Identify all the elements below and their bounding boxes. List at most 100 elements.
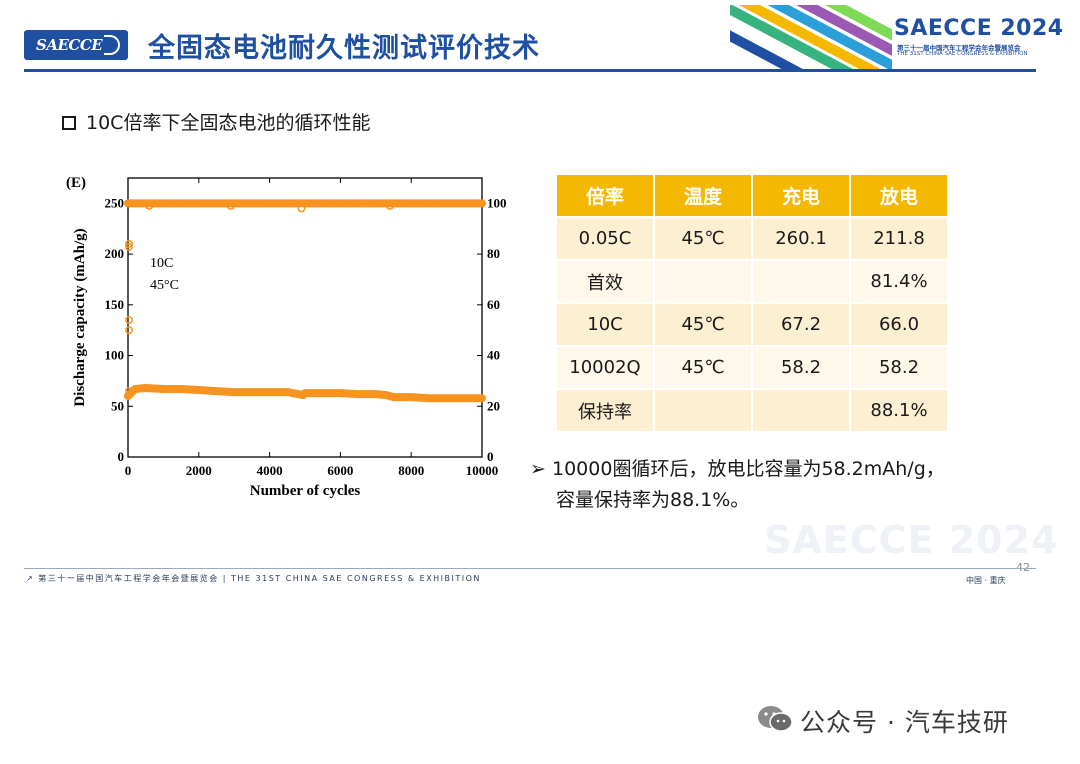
efficiency-outlier-point xyxy=(145,201,154,210)
table-row: 保持率 88.1% xyxy=(557,390,947,431)
efficiency-point xyxy=(230,199,238,207)
capacity-point xyxy=(319,389,327,397)
y-right-tick-label: 40 xyxy=(487,348,500,363)
capacity-outlier-point xyxy=(125,326,133,335)
efficiency-point xyxy=(319,199,327,207)
checkbox-bullet-icon xyxy=(62,116,76,130)
table-cell: 10C xyxy=(557,304,653,345)
y-left-tick-label: 200 xyxy=(105,246,125,261)
capacity-point xyxy=(177,385,185,393)
efficiency-point xyxy=(283,199,291,207)
efficiency-point xyxy=(213,199,220,207)
capacity-outlier-point xyxy=(125,387,133,396)
chart-axes xyxy=(127,177,483,458)
efficiency-point xyxy=(266,199,274,207)
table-row: 0.05C 45℃ 260.1 211.8 xyxy=(557,218,947,259)
efficiency-outlier-point xyxy=(226,201,235,210)
x-tick-label: 8000 xyxy=(398,463,424,478)
watermark: SAECCE 2024 xyxy=(764,518,1059,562)
table-cell: 58.2 xyxy=(753,347,849,388)
performance-table: 倍率 温度 充电 放电 0.05C 45℃ 260.1 211.8 首效 81.4% 10C 45℃ 6… xyxy=(555,173,949,433)
table-cell: 88.1% xyxy=(851,390,947,431)
footer-left-text: ↗ 第三十一届中国汽车工程学会年会暨展览会 | THE 31ST CHINA S… xyxy=(26,574,481,583)
efficiency-point xyxy=(478,199,486,207)
table-cell: 45℃ xyxy=(655,304,751,345)
efficiency-point xyxy=(336,199,344,207)
y-right-tick-label: 100 xyxy=(487,195,507,210)
table-row: 10C 45℃ 67.2 66.0 xyxy=(557,304,947,345)
chart-annotation: 45°C xyxy=(150,278,179,293)
capacity-point xyxy=(336,389,344,397)
capacity-outlier-point xyxy=(125,243,133,251)
page-number: 42 xyxy=(1016,561,1030,574)
table-cell: 首效 xyxy=(557,261,653,302)
efficiency-outlier-point xyxy=(297,204,306,213)
efficiency-point xyxy=(124,199,132,207)
table-cell: 温度 xyxy=(655,175,751,216)
table-cell: 保持率 xyxy=(557,390,653,431)
arrow-bullet-icon: ➢ xyxy=(530,458,546,480)
efficiency-point xyxy=(460,199,468,207)
table-cell xyxy=(753,261,849,302)
table-cell: 充电 xyxy=(753,175,849,216)
capacity-point xyxy=(478,394,486,402)
chart-data-marks xyxy=(124,199,486,403)
table-cell: 211.8 xyxy=(851,218,947,259)
efficiency-point xyxy=(142,199,150,207)
y-left-tick-label: 50 xyxy=(111,398,124,413)
capacity-point xyxy=(131,385,139,393)
conclusion-note: ➢ 10000圈循环后，放电比容量为58.2mAh/g， 容量保持率为88.1%。 xyxy=(530,454,945,516)
capacity-point xyxy=(159,385,167,393)
table-cell xyxy=(655,261,751,302)
table-cell: 10002Q xyxy=(557,347,653,388)
capacity-point xyxy=(213,387,220,395)
capacity-point xyxy=(354,390,362,398)
x-tick-label: 10000 xyxy=(466,463,499,478)
efficiency-point xyxy=(177,199,185,207)
efficiency-point xyxy=(159,199,167,207)
x-tick-label: 2000 xyxy=(186,463,212,478)
wechat-account-text: 公众号 · 汽车技研 xyxy=(800,708,1009,737)
footer-divider xyxy=(24,568,1036,569)
capacity-point xyxy=(230,388,238,396)
table-cell: 260.1 xyxy=(753,218,849,259)
table-header-row: 倍率 温度 充电 放电 xyxy=(557,175,947,216)
logo-swoosh-icon xyxy=(104,35,120,55)
chart-annotation: 10C xyxy=(150,256,173,271)
x-tick-label: 0 xyxy=(125,463,132,478)
table-cell xyxy=(753,390,849,431)
cycle-performance-chart: 0 2000 4000 6000 8000 10000050100150200250020… xyxy=(66,175,507,499)
y-left-axis-label: Discharge capacity (mAh/g) xyxy=(72,228,88,406)
table-cell: 81.4% xyxy=(851,261,947,302)
table-row: 首效 81.4% xyxy=(557,261,947,302)
y-right-tick-label: 80 xyxy=(487,246,500,261)
x-axis-label: Number of cycles xyxy=(250,483,361,499)
efficiency-point xyxy=(425,199,433,207)
efficiency-point xyxy=(372,199,380,207)
x-tick-label: 4000 xyxy=(257,463,283,478)
wechat-icon xyxy=(758,706,793,732)
saecce-logo: SAECCE xyxy=(24,30,128,60)
conclusion-note-line2: 容量保持率为88.1%。 xyxy=(556,489,750,511)
efficiency-point xyxy=(407,199,415,207)
capacity-point xyxy=(248,388,256,396)
y-left-tick-label: 100 xyxy=(105,348,125,363)
capacity-point xyxy=(443,394,451,402)
capacity-point xyxy=(266,388,274,396)
y-left-tick-label: 250 xyxy=(105,195,125,210)
slide-header: SAECCE 全固态电池耐久性测试评价技术 SAECCE 2024 第三十一届中… xyxy=(0,0,1080,78)
brand-subtitle-en: THE 31ST CHINA SAE CONGRESS & EXHIBITION xyxy=(897,51,1028,57)
banner-stripes-graphic xyxy=(730,5,892,69)
table-row: 10002Q 45℃ 58.2 58.2 xyxy=(557,347,947,388)
table-cell: 放电 xyxy=(851,175,947,216)
y-right-tick-label: 60 xyxy=(487,297,500,312)
capacity-point xyxy=(425,394,433,402)
capacity-point xyxy=(301,389,309,397)
brand-title: SAECCE 2024 xyxy=(894,16,1064,41)
capacity-point xyxy=(142,384,150,392)
capacity-point xyxy=(283,388,291,396)
capacity-point xyxy=(390,393,397,401)
slide-title: 全固态电池耐久性测试评价技术 xyxy=(148,33,540,64)
table-cell xyxy=(655,390,751,431)
capacity-point xyxy=(460,394,468,402)
